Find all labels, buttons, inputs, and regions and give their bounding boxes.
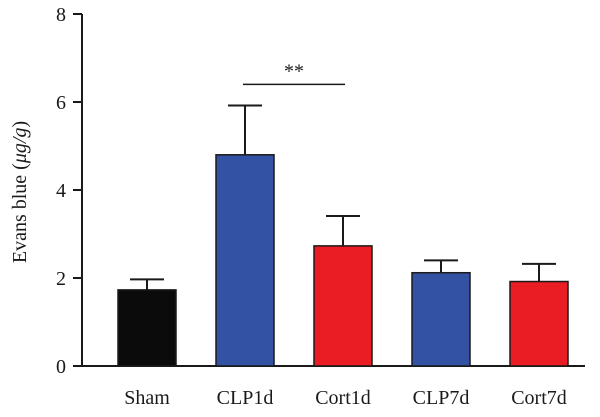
y-axis-label-close: ): [9, 121, 31, 128]
x-tick-label: CLP7d: [413, 387, 470, 409]
y-tick-label: 2: [56, 268, 66, 290]
significance-annotations: **: [243, 60, 345, 86]
x-ticks: Sham CLP1d Cort1d CLP7d Cort7d: [124, 387, 567, 409]
y-axis: 0 2 4 6 8: [56, 4, 83, 378]
bar-sham: [117, 289, 177, 367]
bar-clp7d: [411, 271, 471, 367]
bars: [117, 154, 569, 367]
error-bars: [130, 104, 556, 290]
x-tick-label: Cort1d: [315, 387, 371, 409]
y-tick-label: 6: [56, 92, 66, 114]
y-tick-label: 8: [56, 4, 66, 26]
x-axis: Sham CLP1d Cort1d CLP7d Cort7d: [81, 365, 585, 409]
bar-clp1d: [215, 154, 275, 367]
y-ticks: 0 2 4 6 8: [56, 4, 82, 378]
x-tick-label: Cort7d: [511, 387, 567, 409]
x-tick-label: CLP1d: [217, 387, 274, 409]
y-tick-label: 0: [56, 356, 66, 378]
y-axis-label-text: Evans blue (: [9, 163, 31, 263]
y-axis-label-unit: μg/g: [9, 128, 31, 165]
x-tick-label: Sham: [124, 387, 170, 409]
significance-label: **: [284, 60, 304, 82]
y-axis-label: Evans blue (μg/g): [9, 121, 31, 263]
y-tick-label: 4: [56, 180, 66, 202]
bar-cort7d: [509, 280, 569, 367]
bar-cort1d: [313, 245, 373, 367]
